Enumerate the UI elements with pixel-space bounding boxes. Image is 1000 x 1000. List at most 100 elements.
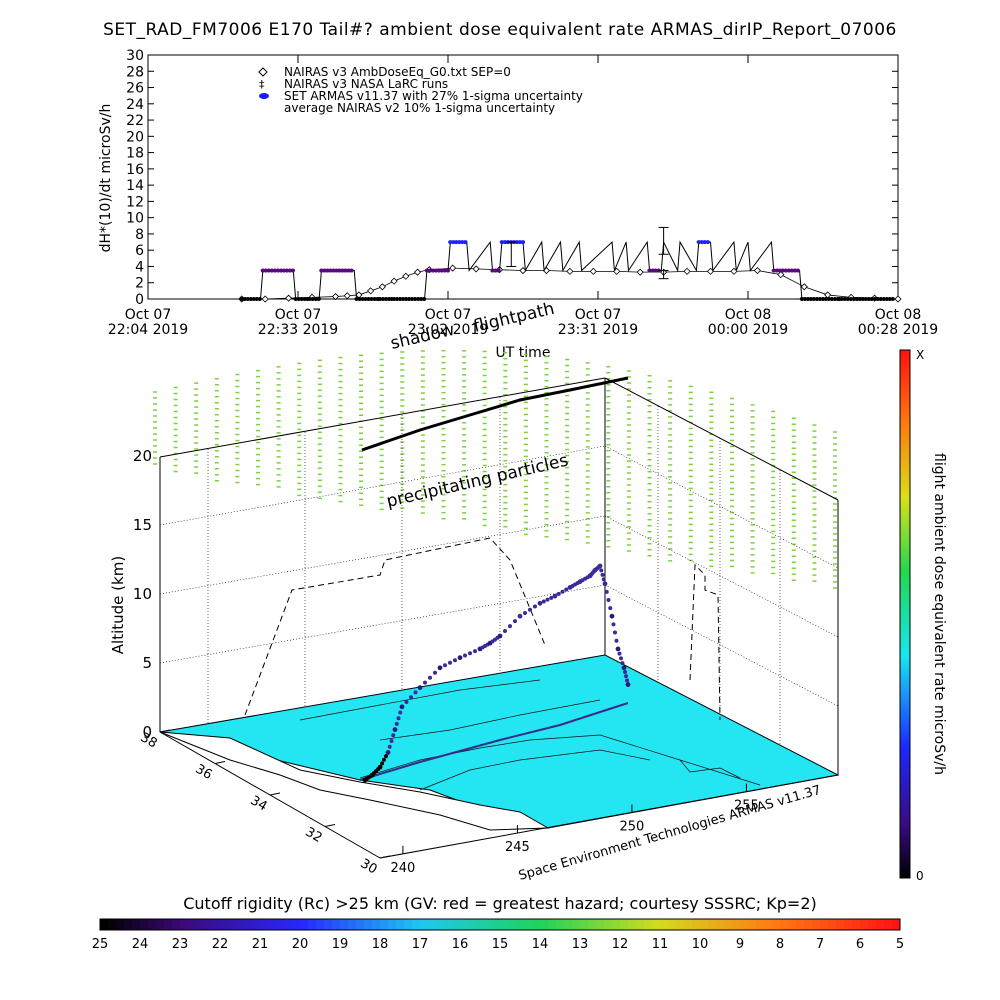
flight-point bbox=[609, 613, 615, 619]
flight-point bbox=[468, 651, 472, 656]
cutoff-colorbar-tick-label: 25 bbox=[92, 937, 109, 952]
nairas-v3-point bbox=[402, 272, 410, 280]
flight-point bbox=[621, 665, 627, 671]
flight-point bbox=[604, 589, 609, 594]
x-tick-label-line1: Oct 08 bbox=[725, 307, 771, 323]
shadow-track bbox=[244, 537, 546, 716]
cutoff-colorbar-swatch bbox=[540, 919, 549, 930]
cutoff-colorbar-swatch bbox=[812, 919, 821, 930]
cutoff-colorbar-swatch bbox=[860, 919, 869, 930]
y-tick-label: 10 bbox=[126, 211, 144, 227]
cutoff-colorbar-swatch bbox=[396, 919, 405, 930]
cutoff-colorbar-swatch bbox=[460, 919, 469, 930]
cutoff-colorbar-swatch bbox=[148, 919, 157, 930]
cutoff-colorbar-tick-label: 17 bbox=[412, 937, 429, 952]
cutoff-colorbar-swatch bbox=[308, 919, 317, 930]
lon-axis-line bbox=[379, 774, 839, 859]
cutoff-colorbar-tick-label: 23 bbox=[172, 937, 189, 952]
cutoff-colorbar-swatch bbox=[844, 919, 853, 930]
cutoff-colorbar-tick-label: 6 bbox=[856, 937, 864, 952]
set-armas-point bbox=[445, 268, 451, 273]
cutoff-colorbar-swatch bbox=[492, 919, 501, 930]
flight-point bbox=[473, 649, 477, 654]
legend-marker-cross: ‡ bbox=[259, 78, 265, 91]
y-tick-label: 2 bbox=[135, 276, 144, 292]
cutoff-colorbar-swatch bbox=[324, 919, 333, 930]
y-tick-label: 6 bbox=[135, 243, 144, 259]
cutoff-colorbar-swatch bbox=[172, 919, 181, 930]
cutoff-colorbar-swatch bbox=[580, 919, 589, 930]
cutoff-colorbar-swatch bbox=[428, 919, 437, 930]
dose-colorbar-top-label: X bbox=[916, 348, 924, 362]
flight-point bbox=[613, 630, 617, 635]
cutoff-colorbar-tick-label: 8 bbox=[776, 937, 784, 952]
flightpath-top-projection bbox=[361, 376, 629, 452]
cutoff-colorbar-swatch bbox=[132, 919, 141, 930]
cutoff-colorbar-tick-label: 12 bbox=[612, 937, 629, 952]
cutoff-colorbar-swatch bbox=[588, 919, 597, 930]
cutoff-colorbar-swatch bbox=[772, 919, 781, 930]
flight-point bbox=[597, 563, 603, 569]
cutoff-colorbar-tick-label: 10 bbox=[692, 937, 709, 952]
flight-point bbox=[385, 750, 391, 755]
lat-tick-label: 38 bbox=[138, 730, 160, 751]
cutoff-colorbar-swatch bbox=[596, 919, 605, 930]
flight-trace-3d bbox=[362, 563, 631, 783]
cutoff-colorbar-swatch bbox=[332, 919, 341, 930]
flight-point bbox=[508, 624, 512, 629]
cutoff-colorbar-swatch bbox=[788, 919, 797, 930]
flight-point bbox=[404, 700, 409, 704]
z-tick-label: 15 bbox=[133, 516, 152, 534]
cutoff-colorbar-tick-label: 15 bbox=[492, 937, 509, 952]
cutoff-colorbar-swatch bbox=[836, 919, 845, 930]
cutoff-colorbar-tick-label: 7 bbox=[816, 937, 824, 952]
flight-point bbox=[377, 764, 383, 770]
cutoff-colorbar-swatch bbox=[668, 919, 677, 930]
cutoff-colorbar-swatch bbox=[316, 919, 325, 930]
cutoff-colorbar-tick-label: 21 bbox=[252, 937, 269, 952]
cutoff-colorbar-swatch bbox=[524, 919, 533, 930]
flight-point bbox=[382, 757, 386, 762]
cutoff-colorbar-swatch bbox=[748, 919, 757, 930]
cutoff-colorbar-swatch bbox=[620, 919, 629, 930]
cutoff-colorbar-swatch bbox=[636, 919, 645, 930]
flight-point bbox=[428, 675, 432, 680]
lat-tick bbox=[269, 792, 281, 796]
flight-point bbox=[620, 661, 625, 666]
cutoff-colorbar-swatch bbox=[732, 919, 741, 930]
z-axis-ticks: 0 5 10 15 20 bbox=[133, 447, 152, 741]
cutoff-colorbar-swatch bbox=[756, 919, 765, 930]
lat-tick-label: 32 bbox=[303, 825, 325, 846]
cutoff-colorbar-swatch bbox=[564, 919, 573, 930]
nairas-v3-point bbox=[261, 295, 269, 303]
cutoff-colorbar-swatch bbox=[284, 919, 293, 930]
flight-point bbox=[399, 704, 405, 710]
x-tick-label-line1: Oct 07 bbox=[125, 307, 171, 323]
cutoff-colorbar-swatch bbox=[500, 919, 509, 930]
flight-point bbox=[606, 598, 611, 602]
nairas-v3-point bbox=[894, 295, 902, 303]
cutoff-colorbar-swatch bbox=[652, 919, 661, 930]
cutoff-colorbar-swatch bbox=[572, 919, 581, 930]
cutoff-colorbar-swatch bbox=[508, 919, 517, 930]
back-wall-grid bbox=[159, 397, 839, 746]
cutoff-colorbar-swatch bbox=[140, 919, 149, 930]
nairas-v3-point bbox=[367, 287, 375, 295]
lon-tick-label: 250 bbox=[619, 819, 644, 834]
longitude-ticks: 240 245 250 255 bbox=[390, 783, 759, 876]
nairas-v3-point bbox=[589, 267, 597, 275]
flight-point bbox=[391, 733, 396, 738]
set-armas-point bbox=[656, 268, 661, 273]
cutoff-colorbar: 25 24 23 22 21 20 19 18 17 16 15 14 13 12 11 10 9 8 7 6 5 bbox=[92, 918, 904, 952]
flight-point bbox=[564, 587, 569, 592]
dose-colorbar-label: flight ambient dose equivalent rate micr… bbox=[931, 453, 947, 775]
flight-point bbox=[503, 629, 507, 634]
x-tick-label-line2: 22:04 2019 bbox=[108, 322, 188, 338]
flight-point bbox=[611, 622, 616, 627]
z-tick-label: 5 bbox=[142, 654, 152, 672]
cutoff-colorbar-swatch bbox=[532, 919, 541, 930]
flight-point bbox=[392, 727, 398, 732]
lat-tick-label: 30 bbox=[358, 856, 380, 877]
nairas-v3-point bbox=[636, 268, 644, 276]
x-tick-label-line2: 22:33 2019 bbox=[258, 322, 338, 338]
